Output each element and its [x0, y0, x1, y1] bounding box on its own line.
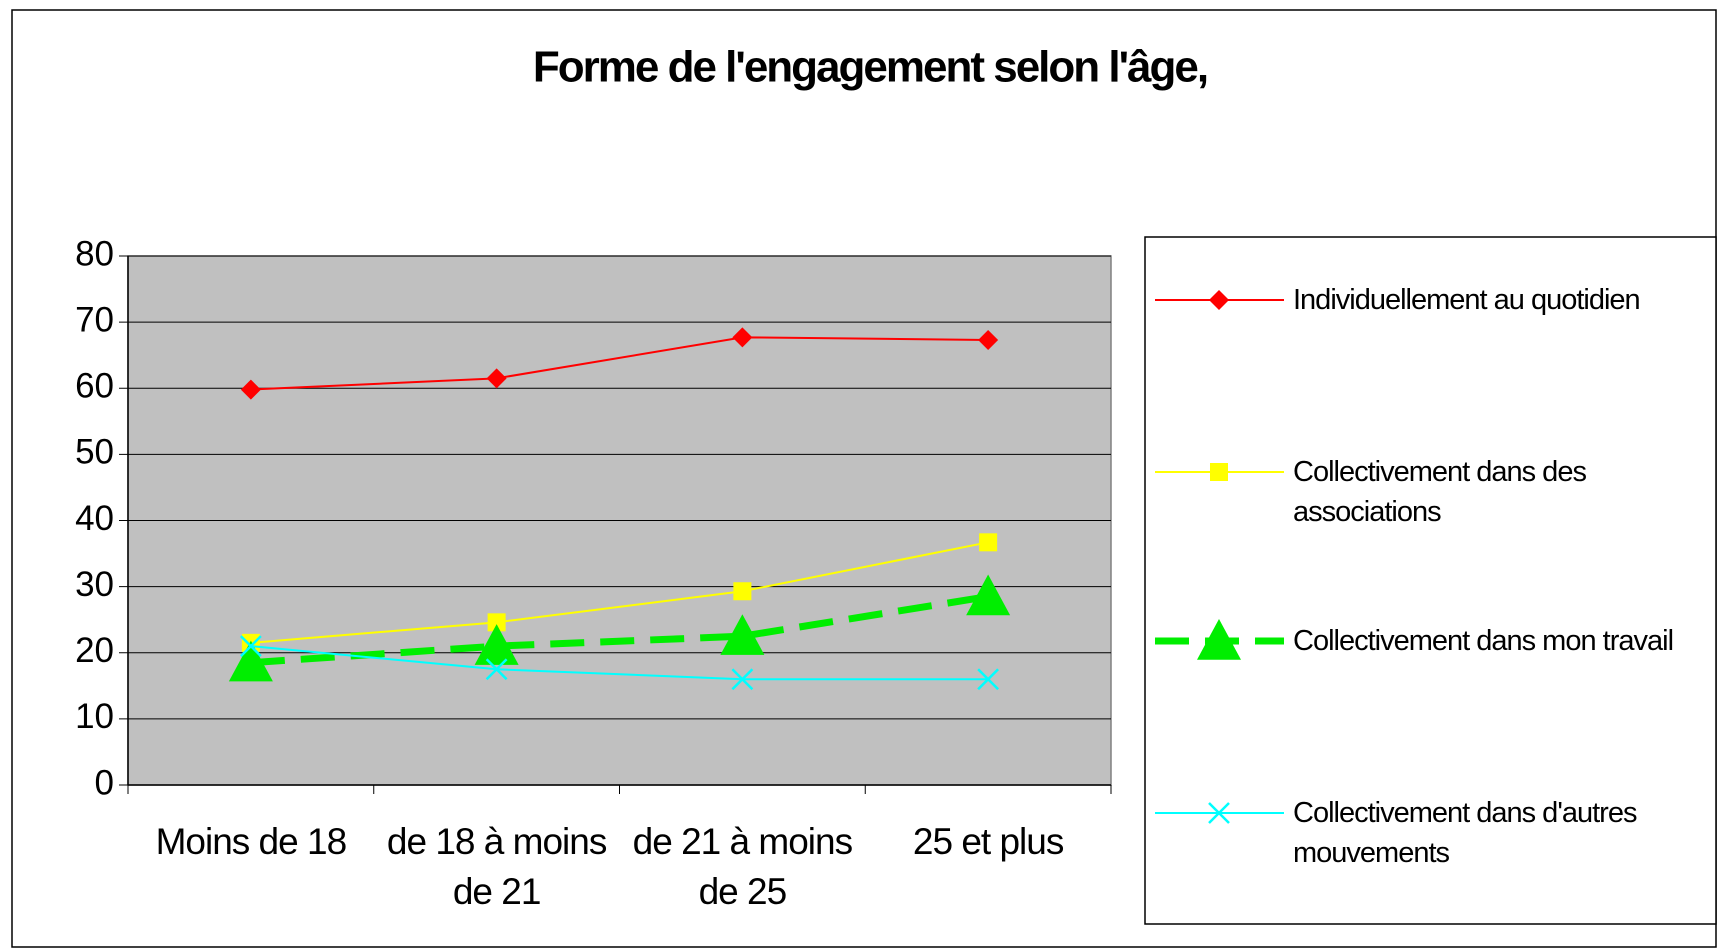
data-point	[978, 329, 999, 350]
legend-label: Collectivement dans mon travail	[1293, 625, 1674, 657]
legend-label: Collectivement dans d'autres mouvements	[1293, 797, 1637, 869]
x-tick-label: de 18 à moins de 21	[386, 821, 607, 912]
data-point	[228, 640, 273, 682]
y-tick-label: 70	[75, 300, 114, 339]
data-point	[485, 658, 508, 681]
data-point	[731, 668, 754, 691]
legend-label: Individuellement au quotidien	[1293, 284, 1641, 316]
x-tick-label: 25 et plus	[912, 821, 1064, 862]
data-point	[733, 582, 752, 601]
y-tick-label: 60	[75, 367, 114, 406]
legend-label: Collectivement dans des associations	[1293, 456, 1587, 528]
y-tick-label: 40	[75, 499, 114, 538]
data-point	[486, 368, 507, 389]
chart-title: Forme de l'engagement selon l'âge,	[533, 43, 1207, 92]
data-point	[487, 613, 506, 632]
legend-marker	[1210, 463, 1228, 481]
legend-marker	[1209, 290, 1229, 310]
legend-marker	[1208, 802, 1230, 824]
data-point	[732, 327, 753, 348]
y-tick-label: 0	[95, 763, 114, 802]
data-point	[977, 668, 1000, 691]
series-line	[250, 541, 989, 644]
y-tick-label: 30	[75, 565, 114, 604]
data-point	[240, 379, 261, 400]
y-tick-label: 50	[75, 433, 114, 472]
y-tick-label: 10	[75, 697, 114, 736]
series-line	[250, 593, 989, 667]
data-point	[474, 624, 519, 665]
legend-box	[1144, 236, 1717, 925]
data-point	[966, 574, 1011, 616]
data-point	[720, 614, 765, 655]
x-tick-label: Moins de 18	[155, 821, 348, 862]
y-tick-label: 20	[75, 631, 114, 670]
y-tick-label: 80	[75, 234, 114, 273]
data-point	[239, 635, 262, 658]
series-line	[250, 336, 989, 391]
x-tick-label: de 21 à moins de 25	[632, 821, 853, 912]
legend-marker	[1197, 619, 1241, 660]
series-line	[250, 645, 989, 681]
data-point	[979, 533, 998, 552]
